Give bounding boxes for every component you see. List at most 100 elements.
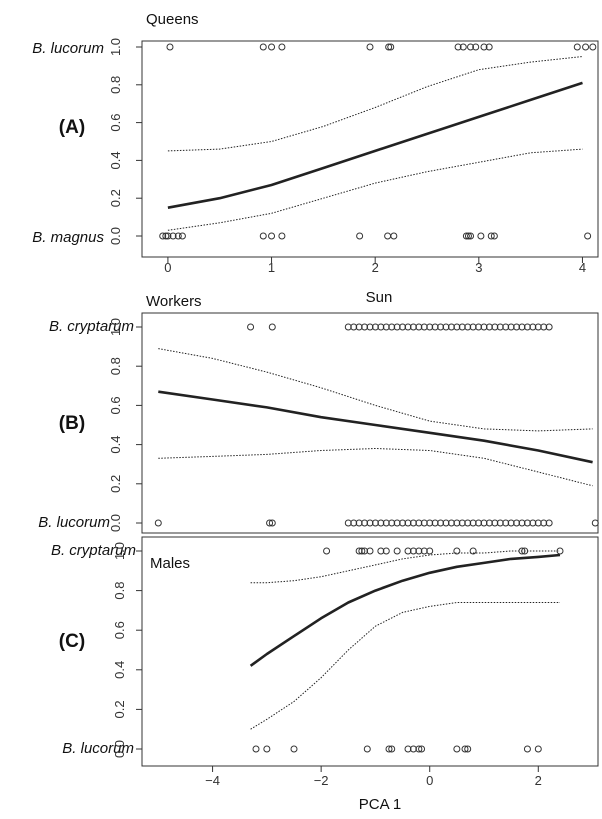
panel-b-obs-point: [382, 323, 390, 331]
panel-a-upper-ci: [167, 56, 583, 152]
panel-a-ylabel-top: B. lucorum: [32, 40, 104, 57]
panel-c-obs-point: [252, 745, 260, 753]
panel-a-xtick-label: 4: [579, 260, 586, 275]
panel-c-obs-point: [534, 745, 542, 753]
panel-b-obs-point: [464, 519, 472, 527]
panel-a-label: (A): [59, 117, 85, 138]
panel-b-obs-point: [469, 323, 477, 331]
panel-a-ytick-label: 0.4: [108, 151, 123, 169]
panel-c-obs-point: [521, 547, 529, 555]
panel-b-obs-point: [382, 519, 390, 527]
panel-b-obs-point: [458, 519, 466, 527]
panel-a-xtick-label: 3: [475, 260, 482, 275]
panel-b-obs-point: [393, 519, 401, 527]
panel-a-obs-point: [462, 232, 470, 240]
panel-a-xtick-label: 0: [164, 260, 171, 275]
panel-b-obs-point: [361, 323, 369, 331]
panel-b-obs-point: [361, 519, 369, 527]
panel-b-obs-point: [409, 323, 417, 331]
panel-a-ylabel-bottom: B. magnus: [32, 229, 104, 246]
panel-c-fit-line: [249, 553, 561, 667]
panel-c-obs-point: [363, 745, 371, 753]
panel-a-obs-point: [166, 43, 174, 51]
panel-a-plot: 0.0 0.2 0.4 0.6 0.8 1.0 0 1 2 3 4: [108, 38, 599, 275]
panel-b-obs-point: [540, 323, 548, 331]
panel-a-obs-point: [268, 232, 276, 240]
panel-b-obs-point: [350, 323, 358, 331]
panel-b-obs-point: [591, 519, 599, 527]
panel-a-obs-point: [477, 232, 485, 240]
panel-b-obs-point: [388, 323, 396, 331]
panel-c-obs-point: [415, 745, 423, 753]
panel-b-obs-point: [485, 323, 493, 331]
panel-b: Workers (B) B. cryptarum B. lucorum 0.00…: [38, 293, 599, 534]
panel-b-obs-point: [350, 519, 358, 527]
panel-b-ytick-label: 0.2: [108, 475, 123, 493]
panel-b-obs-point: [437, 323, 445, 331]
panel-c-obs-point: [358, 547, 366, 555]
panel-a-ytick-label: 1.0: [108, 38, 123, 56]
panel-a-obs-point: [278, 232, 286, 240]
panel-b-fit-line: [158, 390, 593, 464]
panel-a-obs-point: [259, 43, 267, 51]
panel-a-obs-point: [169, 232, 177, 240]
panel-a-obs-point: [356, 232, 364, 240]
panel-c-plot: 0.0 0.2 0.4 0.6 0.8 1.0 −4 −2 0 2: [112, 536, 599, 788]
panel-b-plot: 0.0 0.2 0.4 0.6 0.8 1.0: [108, 312, 599, 534]
panel-c-title: Males: [150, 555, 190, 572]
panel-c-obs-point: [382, 547, 390, 555]
panel-b-lower-ci: [158, 447, 593, 487]
panel-a: Queens (A) B. lucorum B. magnus Sun 0.00…: [32, 11, 599, 306]
panel-c-obs-point: [409, 547, 417, 555]
panel-a-obs-point: [366, 43, 374, 51]
panel-b-obs-point: [491, 323, 499, 331]
panel-c-obs-point: [420, 547, 428, 555]
panel-a-obs-point: [174, 232, 182, 240]
panel-c-obs-point: [361, 547, 369, 555]
panel-b-obs-point: [447, 519, 455, 527]
panel-b-obs-point: [344, 323, 352, 331]
panel-b-obs-point: [366, 519, 374, 527]
panel-b-obs-point: [154, 519, 162, 527]
panel-b-ytick-label: 1.0: [108, 318, 123, 336]
panel-c-xtick-label: 2: [535, 773, 542, 788]
panel-c-ytick-label: 0.2: [112, 700, 127, 718]
panel-a-lower-ci: [167, 148, 583, 231]
panel-b-obs-point: [485, 519, 493, 527]
panel-a-obs-point: [164, 232, 172, 240]
panel-b-obs-point: [409, 519, 417, 527]
panel-a-obs-point: [467, 43, 475, 51]
panel-b-obs-point: [371, 519, 379, 527]
panel-b-obs-point: [523, 323, 531, 331]
panel-a-obs-point: [178, 232, 186, 240]
panel-b-obs-point: [404, 519, 412, 527]
panel-c-obs-point: [404, 745, 412, 753]
panel-b-obs-point: [399, 519, 407, 527]
panel-c-obs-point: [461, 745, 469, 753]
panel-b-obs-point: [453, 323, 461, 331]
panel-b-upper-ci: [158, 348, 593, 432]
panel-b-obs-point: [355, 323, 363, 331]
panel-b-obs-point: [388, 519, 396, 527]
panel-b-obs-point: [366, 323, 374, 331]
panel-b-obs-point: [507, 519, 515, 527]
panel-b-obs-point: [475, 519, 483, 527]
panel-b-obs-point: [247, 323, 255, 331]
panel-b-ytick-label: 0.8: [108, 357, 123, 375]
panel-a-obs-point: [159, 232, 167, 240]
panel-b-obs-point: [529, 323, 537, 331]
panel-b-obs-point: [420, 323, 428, 331]
panel-b-obs-point: [523, 519, 531, 527]
panel-b-obs-point: [355, 519, 363, 527]
panel-b-obs-point: [513, 323, 521, 331]
panel-a-title: Queens: [146, 11, 199, 28]
panel-c-xlabel: PCA 1: [359, 796, 402, 813]
panel-c-lower-ci: [250, 602, 560, 730]
panel-c-obs-point: [518, 547, 526, 555]
panel-c-obs-point: [409, 745, 417, 753]
panel-a-obs-point: [385, 43, 393, 51]
panel-c-obs-point: [388, 745, 396, 753]
panel-c-obs-point: [323, 547, 331, 555]
panel-b-obs-point: [453, 519, 461, 527]
